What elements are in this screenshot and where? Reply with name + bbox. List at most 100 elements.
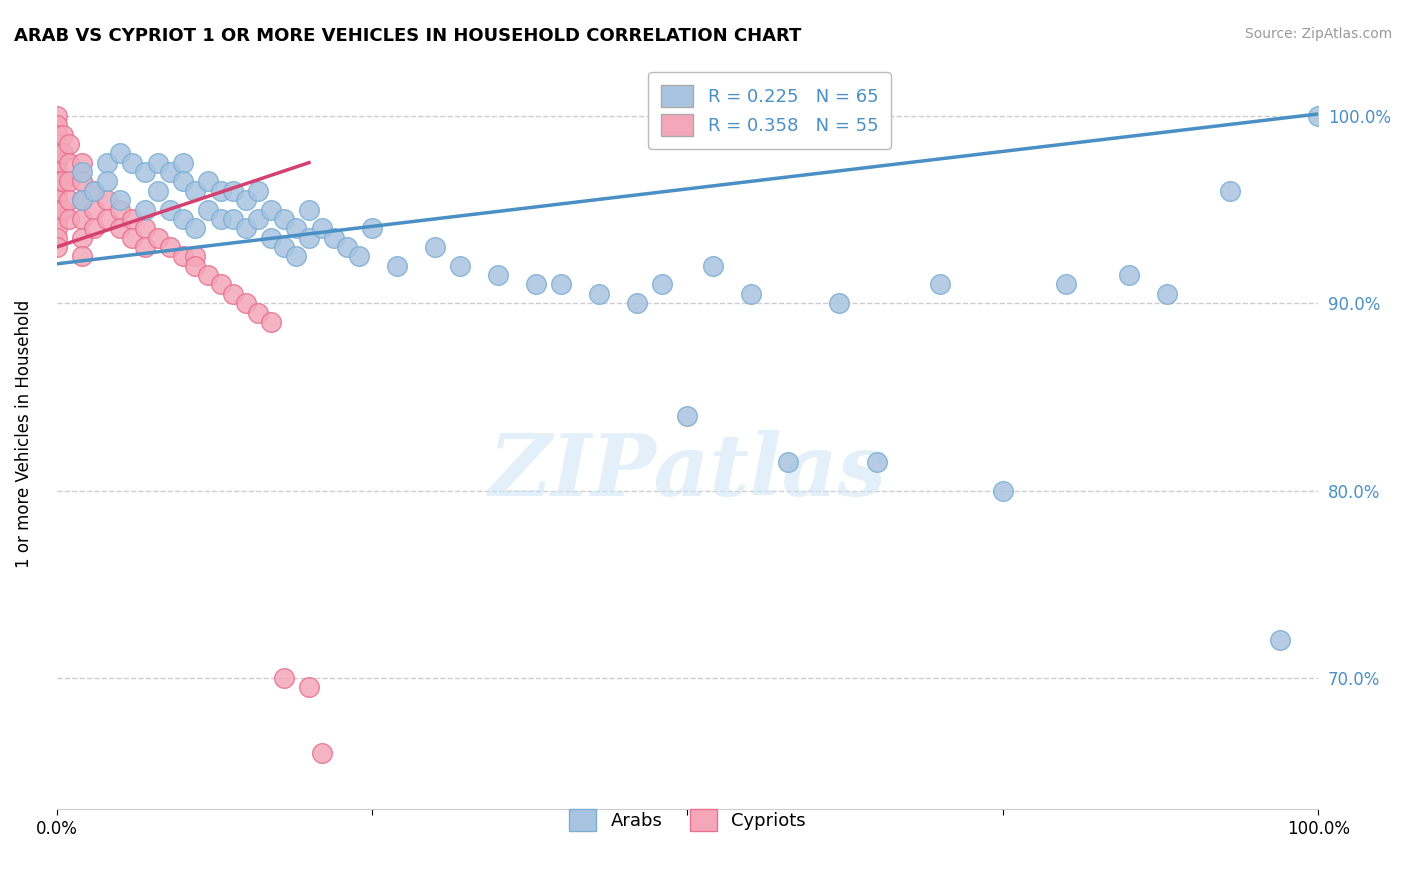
- Point: [247, 305, 270, 319]
- Point: [70, 193, 93, 207]
- Point: [298, 202, 321, 217]
- Y-axis label: 1 or more Vehicles in Household: 1 or more Vehicles in Household: [15, 301, 32, 568]
- Point: [70, 211, 93, 226]
- Point: [222, 211, 245, 226]
- Point: [184, 221, 207, 235]
- Point: [260, 315, 283, 329]
- Point: [83, 202, 105, 217]
- Point: [70, 249, 93, 263]
- Point: [273, 240, 295, 254]
- Point: [423, 240, 446, 254]
- Point: [52, 202, 75, 217]
- Point: [197, 202, 219, 217]
- Point: [298, 230, 321, 244]
- Point: [209, 277, 232, 292]
- Point: [311, 746, 333, 760]
- Point: [184, 249, 207, 263]
- Point: [96, 155, 118, 169]
- Point: [486, 268, 509, 282]
- Point: [96, 174, 118, 188]
- Point: [298, 681, 321, 695]
- Point: [209, 184, 232, 198]
- Point: [58, 193, 80, 207]
- Point: [172, 249, 194, 263]
- Point: [52, 146, 75, 161]
- Point: [626, 296, 648, 310]
- Point: [1054, 277, 1077, 292]
- Point: [651, 277, 673, 292]
- Point: [70, 230, 93, 244]
- Point: [45, 193, 67, 207]
- Point: [336, 240, 359, 254]
- Point: [273, 211, 295, 226]
- Point: [134, 202, 156, 217]
- Point: [828, 296, 851, 310]
- Point: [83, 221, 105, 235]
- Point: [45, 128, 67, 142]
- Point: [45, 136, 67, 151]
- Point: [146, 184, 169, 198]
- Point: [991, 483, 1014, 498]
- Point: [740, 286, 762, 301]
- Point: [866, 455, 889, 469]
- Point: [121, 211, 143, 226]
- Point: [1270, 633, 1292, 648]
- Point: [146, 230, 169, 244]
- Point: [184, 184, 207, 198]
- Point: [387, 259, 409, 273]
- Point: [702, 259, 724, 273]
- Point: [134, 240, 156, 254]
- Point: [96, 211, 118, 226]
- Point: [361, 221, 384, 235]
- Point: [52, 128, 75, 142]
- Point: [588, 286, 610, 301]
- Point: [222, 286, 245, 301]
- Point: [70, 193, 93, 207]
- Point: [1219, 184, 1241, 198]
- Point: [70, 174, 93, 188]
- Point: [197, 174, 219, 188]
- Point: [1308, 109, 1330, 123]
- Point: [159, 240, 181, 254]
- Point: [260, 230, 283, 244]
- Point: [134, 165, 156, 179]
- Point: [45, 230, 67, 244]
- Point: [45, 174, 67, 188]
- Point: [52, 174, 75, 188]
- Point: [96, 193, 118, 207]
- Point: [676, 409, 699, 423]
- Point: [247, 184, 270, 198]
- Point: [184, 259, 207, 273]
- Point: [349, 249, 371, 263]
- Point: [159, 165, 181, 179]
- Point: [197, 268, 219, 282]
- Point: [172, 174, 194, 188]
- Point: [58, 174, 80, 188]
- Point: [45, 118, 67, 132]
- Point: [58, 211, 80, 226]
- Point: [449, 259, 471, 273]
- Point: [70, 155, 93, 169]
- Point: [45, 240, 67, 254]
- Point: [108, 202, 131, 217]
- Point: [121, 230, 143, 244]
- Point: [58, 155, 80, 169]
- Point: [83, 184, 105, 198]
- Point: [235, 193, 257, 207]
- Point: [273, 671, 295, 685]
- Point: [172, 155, 194, 169]
- Point: [58, 136, 80, 151]
- Text: ARAB VS CYPRIOT 1 OR MORE VEHICLES IN HOUSEHOLD CORRELATION CHART: ARAB VS CYPRIOT 1 OR MORE VEHICLES IN HO…: [14, 27, 801, 45]
- Point: [209, 211, 232, 226]
- Point: [45, 211, 67, 226]
- Point: [159, 202, 181, 217]
- Point: [928, 277, 950, 292]
- Point: [235, 221, 257, 235]
- Point: [1118, 268, 1140, 282]
- Point: [108, 221, 131, 235]
- Point: [108, 193, 131, 207]
- Point: [45, 155, 67, 169]
- Point: [524, 277, 547, 292]
- Point: [45, 146, 67, 161]
- Point: [172, 211, 194, 226]
